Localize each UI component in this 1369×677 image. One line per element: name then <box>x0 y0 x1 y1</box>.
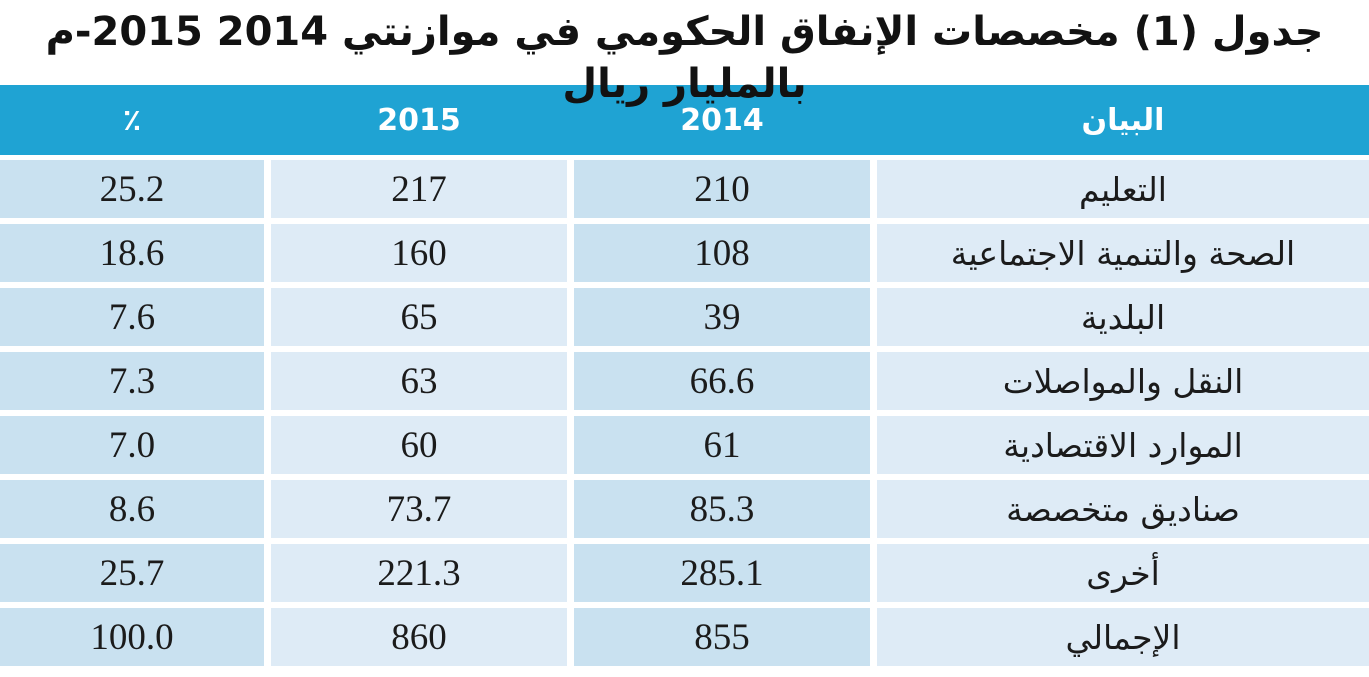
cell-2015: 65 <box>271 288 567 346</box>
cell-2014: 285.1 <box>574 544 870 602</box>
cell-2014: 85.3 <box>574 480 870 538</box>
cell-item: البلدية <box>877 288 1369 346</box>
cell-percent: 7.6 <box>0 288 264 346</box>
cell-2014: 39 <box>574 288 870 346</box>
cell-item: صناديق متخصصة <box>877 480 1369 538</box>
cell-item: النقل والمواصلات <box>877 352 1369 410</box>
cell-percent: 7.0 <box>0 416 264 474</box>
cell-2015: 63 <box>271 352 567 410</box>
cell-2015: 160 <box>271 224 567 282</box>
table-row: صناديق متخصصة 85.3 73.7 8.6 <box>0 480 1369 538</box>
table-row: البلدية 39 65 7.6 <box>0 288 1369 346</box>
header-cell-percent: ٪ <box>122 102 142 138</box>
cell-2014: 855 <box>574 608 870 666</box>
table-header-row: البيان 2014 2015 ٪ <box>0 85 1369 155</box>
cell-item: الموارد الاقتصادية <box>877 416 1369 474</box>
cell-item: الصحة والتنمية الاجتماعية <box>877 224 1369 282</box>
cell-item: الإجمالي <box>877 608 1369 666</box>
cell-percent: 25.2 <box>0 160 264 218</box>
cell-2014: 66.6 <box>574 352 870 410</box>
cell-2014: 61 <box>574 416 870 474</box>
cell-2015: 860 <box>271 608 567 666</box>
cell-item: أخرى <box>877 544 1369 602</box>
table-row: النقل والمواصلات 66.6 63 7.3 <box>0 352 1369 410</box>
cell-2015: 217 <box>271 160 567 218</box>
table-row: أخرى 285.1 221.3 25.7 <box>0 544 1369 602</box>
header-cell-2015: 2015 <box>377 102 461 138</box>
header-cell-2014: 2014 <box>680 102 764 138</box>
table-row: الموارد الاقتصادية 61 60 7.0 <box>0 416 1369 474</box>
cell-2015: 221.3 <box>271 544 567 602</box>
table-row-total: الإجمالي 855 860 100.0 <box>0 608 1369 666</box>
cell-percent: 25.7 <box>0 544 264 602</box>
cell-2015: 73.7 <box>271 480 567 538</box>
cell-percent: 100.0 <box>0 608 264 666</box>
cell-percent: 8.6 <box>0 480 264 538</box>
cell-percent: 18.6 <box>0 224 264 282</box>
table-body: التعليم 210 217 25.2 الصحة والتنمية الاج… <box>0 160 1369 666</box>
cell-2014: 210 <box>574 160 870 218</box>
cell-2014: 108 <box>574 224 870 282</box>
cell-2015: 60 <box>271 416 567 474</box>
table-row: الصحة والتنمية الاجتماعية 108 160 18.6 <box>0 224 1369 282</box>
table-row: التعليم 210 217 25.2 <box>0 160 1369 218</box>
page-title: جدول (1) مخصصات الإنفاق الحكومي في موازن… <box>45 9 1324 107</box>
cell-percent: 7.3 <box>0 352 264 410</box>
header-cell-item: البيان <box>1081 102 1165 138</box>
cell-item: التعليم <box>877 160 1369 218</box>
